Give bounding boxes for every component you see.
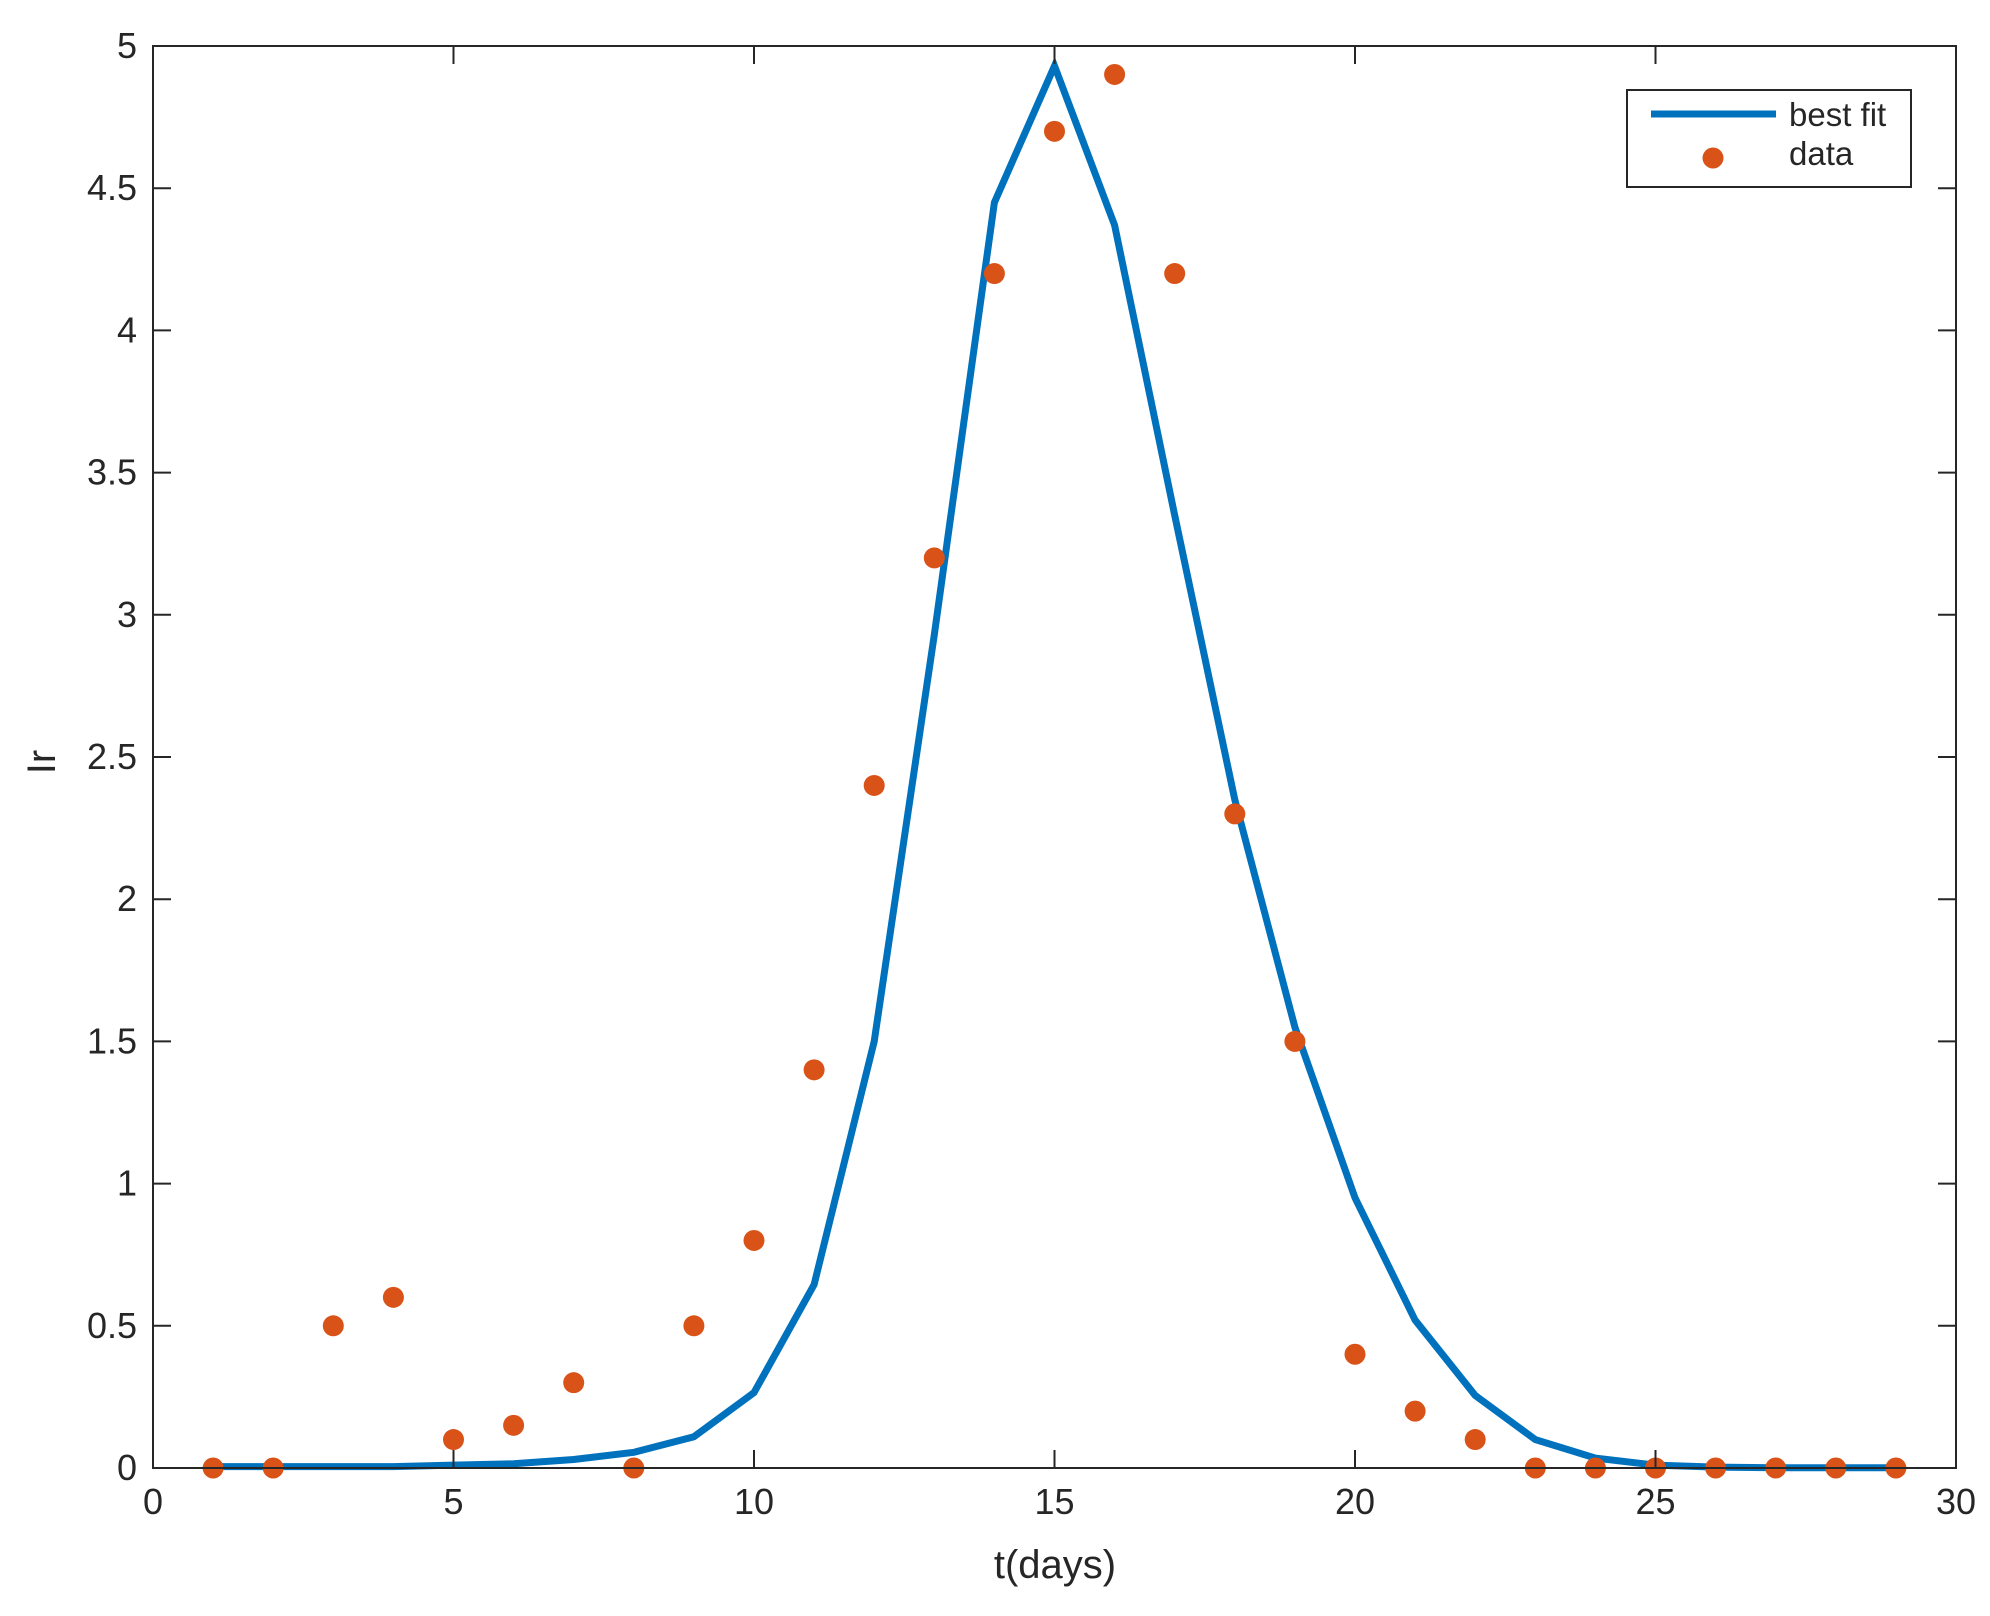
data-point — [1164, 263, 1186, 285]
data-point — [1344, 1343, 1366, 1365]
legend-best-fit-label: best fit — [1789, 96, 1886, 133]
data-point — [1464, 1429, 1486, 1451]
y-tick-label: 1.5 — [87, 1020, 137, 1061]
legend-data-marker-sample — [1702, 147, 1724, 169]
y-tick-label: 1 — [117, 1163, 137, 1204]
data-point — [743, 1229, 765, 1251]
data-point — [322, 1315, 344, 1337]
data-point — [503, 1414, 525, 1436]
data-point — [983, 263, 1005, 285]
x-tick-label: 5 — [443, 1481, 463, 1522]
data-point — [443, 1429, 464, 1451]
y-tick-label: 3 — [117, 594, 137, 635]
data-point — [1104, 63, 1126, 85]
data-point — [1044, 120, 1065, 142]
x-tick-label: 30 — [1936, 1481, 1976, 1522]
data-point — [863, 774, 885, 796]
x-axis-label: t(days) — [994, 1543, 1116, 1587]
legend: best fit data — [1626, 89, 1912, 188]
data-point — [1224, 803, 1246, 825]
y-tick-label: 4 — [117, 309, 137, 350]
legend-data-label: data — [1789, 135, 1854, 172]
y-tick-label: 0.5 — [87, 1305, 137, 1346]
y-tick-label: 5 — [117, 25, 137, 66]
y-tick-label: 2 — [117, 878, 137, 919]
data-point — [1284, 1030, 1306, 1052]
y-tick-label: 3.5 — [87, 452, 137, 493]
x-tick-label: 25 — [1635, 1481, 1675, 1522]
data-point — [382, 1286, 404, 1308]
y-axis-label: Ir — [20, 750, 64, 774]
y-tick-label: 4.5 — [87, 167, 137, 208]
x-tick-label: 10 — [734, 1481, 774, 1522]
best-fit-line — [213, 56, 1896, 1472]
data-point — [1404, 1400, 1426, 1422]
x-tick-label: 0 — [143, 1481, 163, 1522]
x-tick-label: 20 — [1335, 1481, 1375, 1522]
legend-box — [1626, 89, 1912, 188]
y-tick-label: 0 — [117, 1447, 137, 1488]
data-point — [563, 1372, 585, 1394]
y-tick-label: 2.5 — [87, 736, 137, 777]
data-point — [923, 547, 945, 569]
axes: 0 5 10 15 20 25 30 0 0.5 1 1.5 2 2.5 3 3.5 4 4.5 5 — [87, 25, 1976, 1522]
data-point — [683, 1315, 705, 1337]
data-point — [803, 1059, 825, 1081]
x-tick-label: 15 — [1034, 1481, 1074, 1522]
